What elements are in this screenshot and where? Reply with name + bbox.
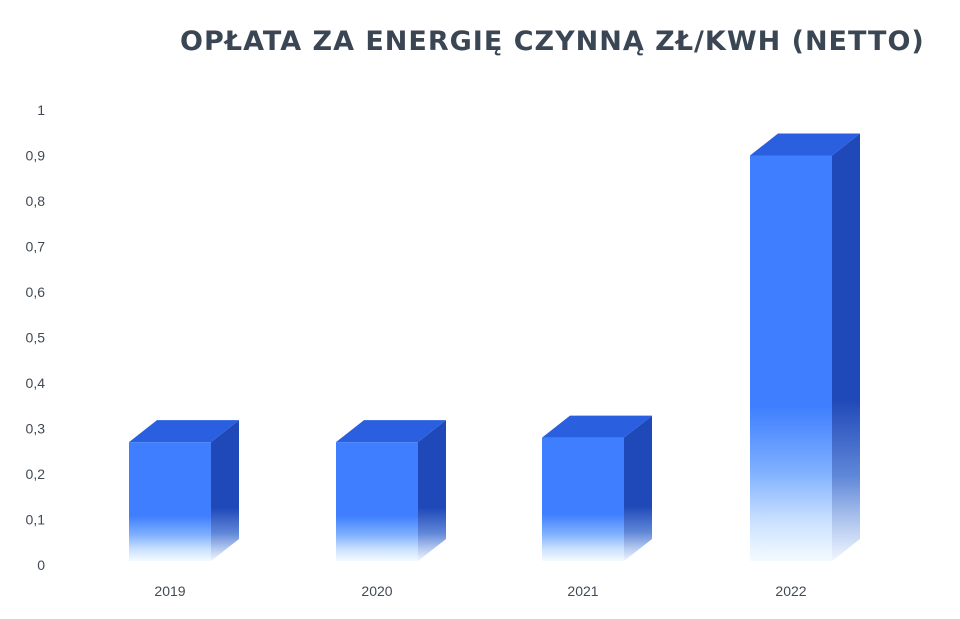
y-tick-label: 0,4 [26,375,46,391]
y-tick-label: 0,2 [26,466,46,482]
x-tick-label: 2019 [154,583,185,599]
bar [129,420,239,561]
y-axis-tick-labels: 0 0,1 0,2 0,3 0,4 0,5 0,6 0,7 0,8 0,9 1 [26,102,46,573]
bar-top-face [336,420,446,443]
bar-side-face [624,415,652,561]
y-tick-label: 1 [37,102,45,118]
y-tick-label: 0,7 [26,239,46,255]
y-tick-label: 0 [37,557,45,573]
y-tick-label: 0,9 [26,148,46,164]
chart-title: OPŁATA ZA ENERGIĘ CZYNNĄ ZŁ/KWH (NETTO) [180,26,925,57]
bar-front-face [542,437,624,561]
y-tick-label: 0,8 [26,193,46,209]
bar-side-face [211,420,239,561]
bar [750,133,860,561]
bar-side-face [418,420,446,561]
bar [542,415,652,561]
x-tick-label: 2022 [775,583,806,599]
bar-top-face [750,133,860,156]
bar-front-face [336,442,418,561]
bar-front-face [750,155,832,561]
x-axis-tick-labels: 2019 2020 2021 2022 [154,583,806,599]
bar [336,420,446,561]
bar-top-face [542,415,652,438]
bar-top-face [129,420,239,443]
bar-side-face [832,133,860,561]
y-tick-label: 0,5 [26,330,46,346]
y-tick-label: 0,3 [26,421,46,437]
x-tick-label: 2021 [567,583,598,599]
x-tick-label: 2020 [361,583,392,599]
bar-front-face [129,442,211,561]
bar-group [129,133,860,561]
y-tick-label: 0,1 [26,512,46,528]
y-tick-label: 0,6 [26,284,46,300]
